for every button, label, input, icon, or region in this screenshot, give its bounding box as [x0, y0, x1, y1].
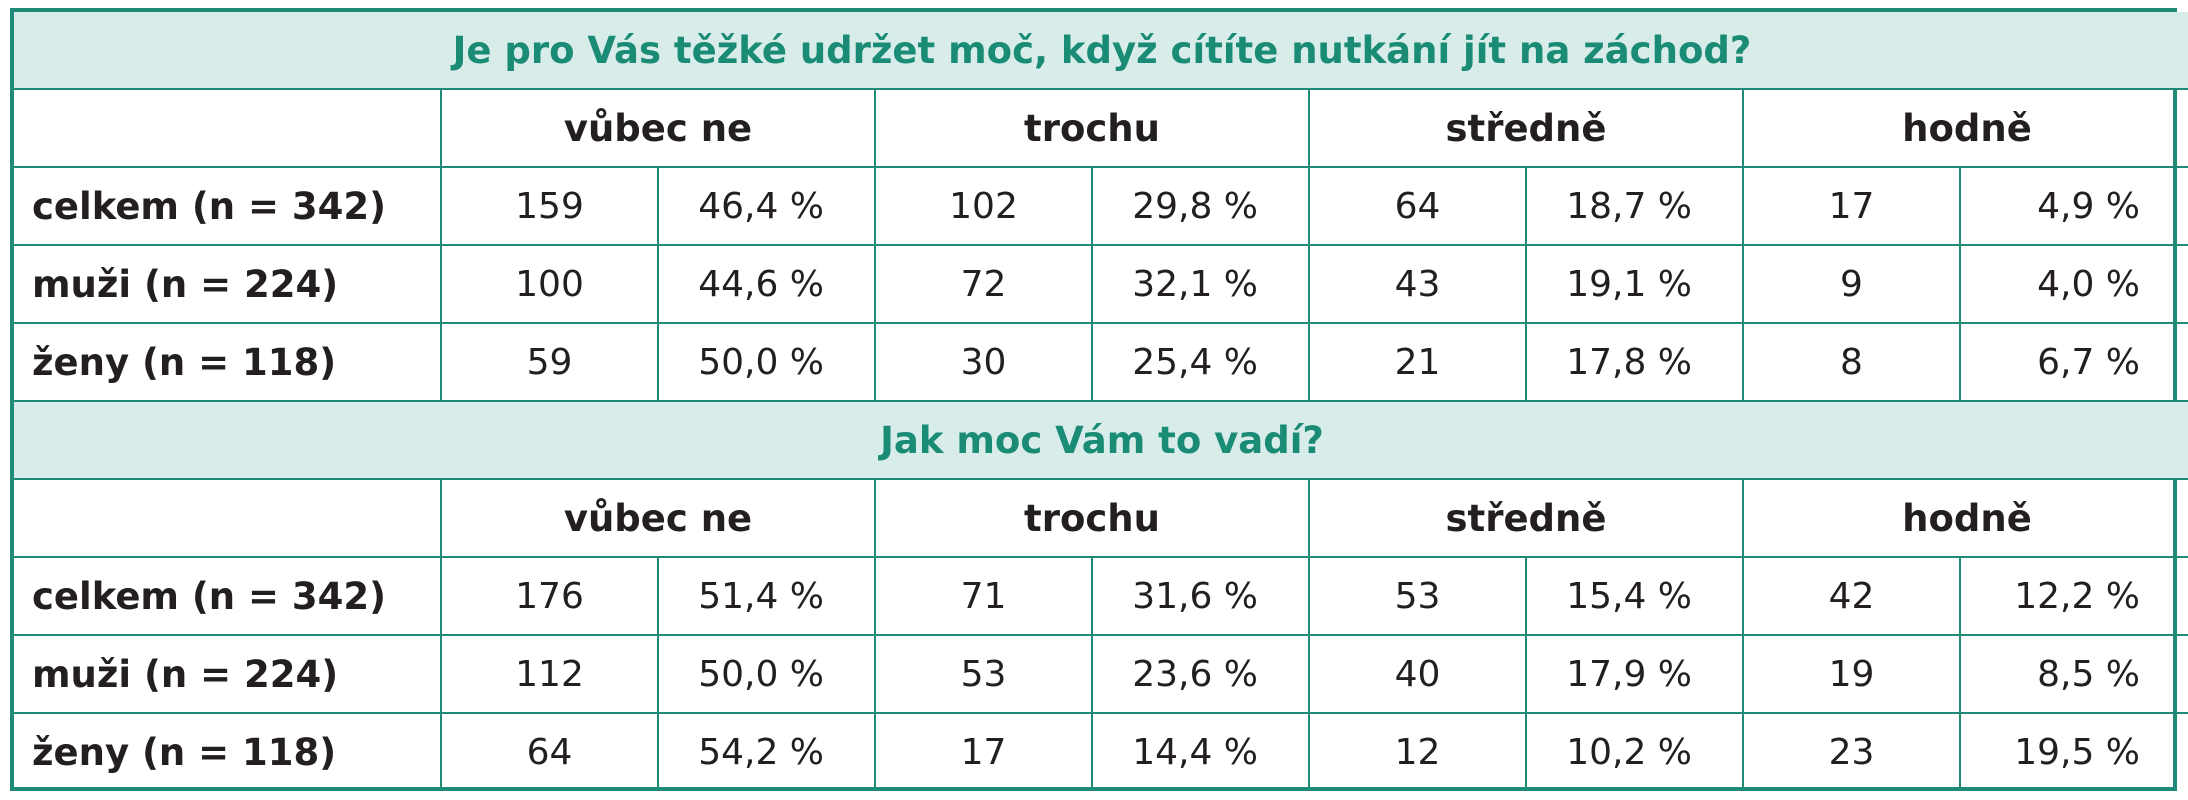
row-label: muži (n = 224): [14, 244, 442, 324]
table-row: muži (n = 224) 112 50,0 % 53 23,6 % 40 1…: [14, 634, 2188, 714]
count-cell: 42: [1742, 556, 1961, 636]
count-cell: 9: [1742, 244, 1961, 324]
row-label: ženy (n = 118): [14, 712, 442, 790]
count-cell: 8: [1742, 322, 1961, 402]
survey-table: Je pro Vás těžké udržet moč, když cítíte…: [14, 12, 2188, 790]
percent-cell: 15,4 %: [1525, 556, 1744, 636]
count-cell: 64: [1308, 166, 1527, 246]
count-cell: 159: [440, 166, 659, 246]
column-header: středně: [1308, 478, 1744, 558]
section-title-row: Jak moc Vám to vadí?: [14, 400, 2188, 480]
count-cell: 17: [874, 712, 1093, 790]
percent-cell: 18,7 %: [1525, 166, 1744, 246]
count-cell: 53: [874, 634, 1093, 714]
column-header: vůbec ne: [440, 478, 876, 558]
percent-cell: 44,6 %: [657, 244, 876, 324]
percent-cell: 50,0 %: [657, 322, 876, 402]
count-cell: 43: [1308, 244, 1527, 324]
percent-cell: 32,1 %: [1091, 244, 1310, 324]
count-cell: 72: [874, 244, 1093, 324]
percent-cell: 4,9 %: [1959, 166, 2188, 246]
percent-cell: 12,2 %: [1959, 556, 2188, 636]
percent-cell: 31,6 %: [1091, 556, 1310, 636]
count-cell: 53: [1308, 556, 1527, 636]
count-cell: 30: [874, 322, 1093, 402]
percent-cell: 17,9 %: [1525, 634, 1744, 714]
column-header: hodně: [1742, 478, 2188, 558]
survey-table-frame: Je pro Vás těžké udržet moč, když cítíte…: [10, 8, 2188, 791]
percent-cell: 8,5 %: [1959, 634, 2188, 714]
count-cell: 71: [874, 556, 1093, 636]
percent-cell: 25,4 %: [1091, 322, 1310, 402]
column-header: hodně: [1742, 88, 2188, 168]
percent-cell: 4,0 %: [1959, 244, 2188, 324]
empty-corner-cell: [14, 478, 442, 558]
empty-corner-cell: [14, 88, 442, 168]
section-title: Jak moc Vám to vadí?: [14, 400, 2188, 480]
column-header-row: vůbec ne trochu středně hodně: [14, 478, 2188, 558]
count-cell: 176: [440, 556, 659, 636]
count-cell: 12: [1308, 712, 1527, 790]
count-cell: 100: [440, 244, 659, 324]
percent-cell: 50,0 %: [657, 634, 876, 714]
section-title: Je pro Vás těžké udržet moč, když cítíte…: [14, 12, 2188, 90]
table-row: celkem (n = 342) 159 46,4 % 102 29,8 % 6…: [14, 166, 2188, 246]
row-label: celkem (n = 342): [14, 556, 442, 636]
row-label: celkem (n = 342): [14, 166, 442, 246]
section-title-row: Je pro Vás těžké udržet moč, když cítíte…: [14, 12, 2188, 90]
table-row: ženy (n = 118) 64 54,2 % 17 14,4 % 12 10…: [14, 712, 2188, 790]
count-cell: 112: [440, 634, 659, 714]
column-header: vůbec ne: [440, 88, 876, 168]
column-header: středně: [1308, 88, 1744, 168]
percent-cell: 46,4 %: [657, 166, 876, 246]
percent-cell: 54,2 %: [657, 712, 876, 790]
percent-cell: 17,8 %: [1525, 322, 1744, 402]
column-header-row: vůbec ne trochu středně hodně: [14, 88, 2188, 168]
count-cell: 19: [1742, 634, 1961, 714]
count-cell: 102: [874, 166, 1093, 246]
count-cell: 23: [1742, 712, 1961, 790]
percent-cell: 6,7 %: [1959, 322, 2188, 402]
row-label: muži (n = 224): [14, 634, 442, 714]
count-cell: 59: [440, 322, 659, 402]
table-row: celkem (n = 342) 176 51,4 % 71 31,6 % 53…: [14, 556, 2188, 636]
count-cell: 64: [440, 712, 659, 790]
percent-cell: 10,2 %: [1525, 712, 1744, 790]
row-label: ženy (n = 118): [14, 322, 442, 402]
percent-cell: 29,8 %: [1091, 166, 1310, 246]
table-row: ženy (n = 118) 59 50,0 % 30 25,4 % 21 17…: [14, 322, 2188, 402]
percent-cell: 51,4 %: [657, 556, 876, 636]
column-header: trochu: [874, 88, 1310, 168]
table-row: muži (n = 224) 100 44,6 % 72 32,1 % 43 1…: [14, 244, 2188, 324]
count-cell: 40: [1308, 634, 1527, 714]
percent-cell: 19,1 %: [1525, 244, 1744, 324]
percent-cell: 14,4 %: [1091, 712, 1310, 790]
percent-cell: 19,5 %: [1959, 712, 2188, 790]
percent-cell: 23,6 %: [1091, 634, 1310, 714]
count-cell: 17: [1742, 166, 1961, 246]
column-header: trochu: [874, 478, 1310, 558]
count-cell: 21: [1308, 322, 1527, 402]
